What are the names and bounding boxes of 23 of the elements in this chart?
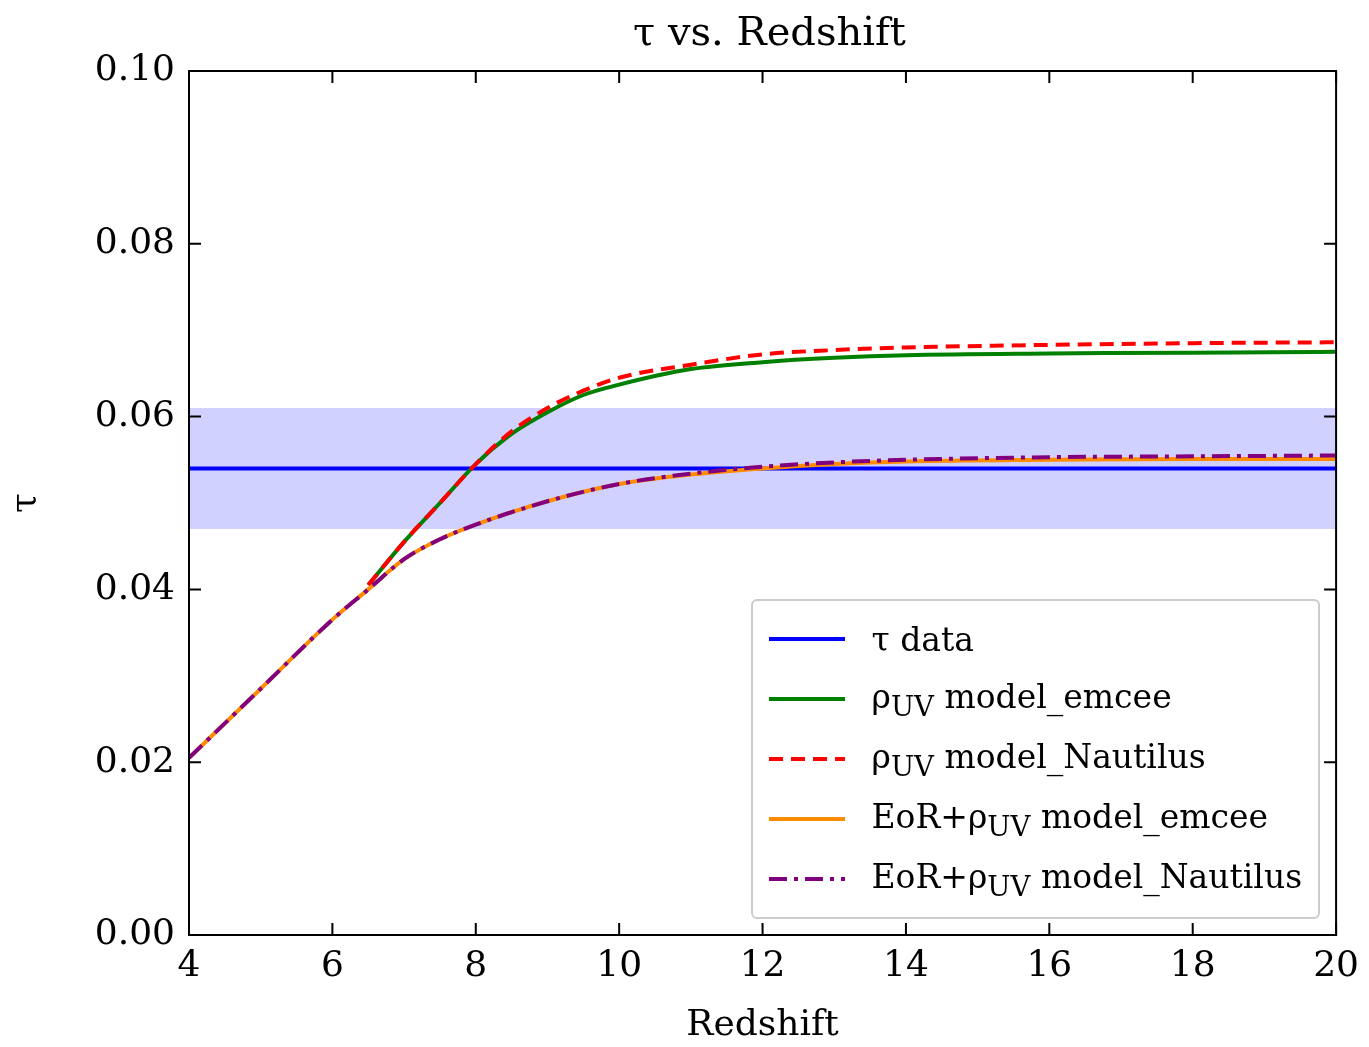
y-axis-title: τ xyxy=(1,493,43,513)
x-tick-label: 16 xyxy=(1026,942,1073,984)
legend-label: EoR+ρ$_{UV}$ model_Nautilus xyxy=(871,856,1303,902)
x-tick-label: 10 xyxy=(596,942,643,984)
x-tick-label: 18 xyxy=(1169,942,1216,984)
x-tick-label: 8 xyxy=(464,942,488,984)
chart-title: τ vs. Redshift xyxy=(632,8,907,54)
y-tick-label: 0.04 xyxy=(94,565,175,607)
legend-label: ρ$_{UV}$ model_Nautilus xyxy=(871,736,1206,782)
x-tick-label: 12 xyxy=(739,942,786,984)
x-tick-label: 6 xyxy=(320,942,344,984)
y-tick-label: 0.10 xyxy=(94,47,175,89)
x-tick-label: 14 xyxy=(883,942,929,984)
x-tick-label: 20 xyxy=(1313,942,1359,984)
y-tick-label: 0.08 xyxy=(94,220,175,262)
legend-label: τ data xyxy=(871,619,974,659)
x-axis-title: Redshift xyxy=(686,1001,840,1043)
x-tick-label: 4 xyxy=(177,942,201,984)
y-tick-label: 0.02 xyxy=(94,738,175,780)
legend-label: EoR+ρ$_{UV}$ model_emcee xyxy=(871,796,1269,842)
y-tick-label: 0.06 xyxy=(94,392,175,434)
y-tick-label: 0.00 xyxy=(94,911,175,953)
legend-label: ρ$_{UV}$ model_emcee xyxy=(871,676,1172,722)
